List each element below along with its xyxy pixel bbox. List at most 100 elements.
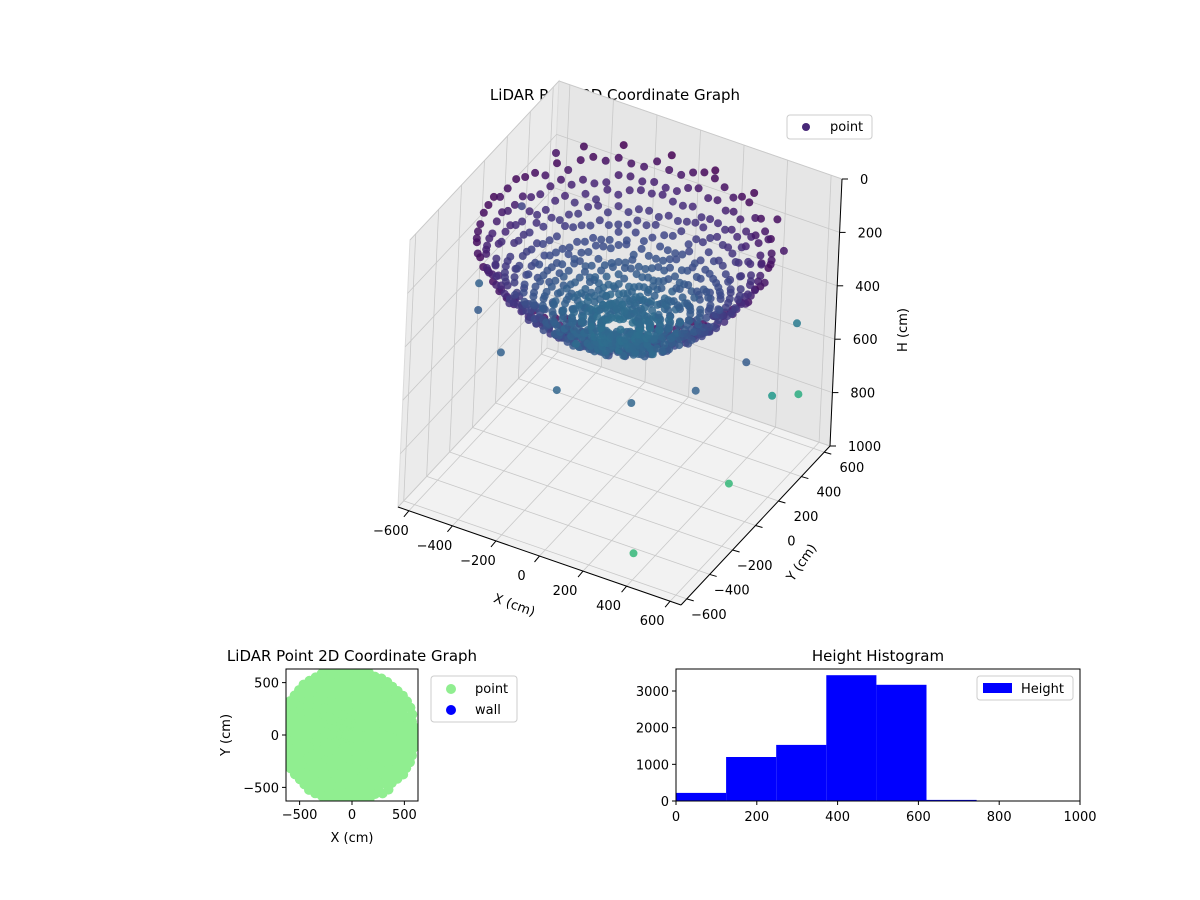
point-3d xyxy=(521,173,530,181)
point-3d xyxy=(654,310,663,319)
point-3d xyxy=(614,241,623,249)
point-3d xyxy=(614,258,623,266)
y-tick-3d xyxy=(824,451,832,455)
point-3d xyxy=(682,217,691,226)
point-3d xyxy=(489,192,498,201)
point-3d xyxy=(720,183,729,192)
point-3d xyxy=(639,295,648,304)
point-3d xyxy=(767,256,776,265)
point-3d xyxy=(705,323,714,331)
point-3d xyxy=(697,213,706,222)
point-3d xyxy=(673,301,682,310)
point-3d xyxy=(586,221,595,230)
point-3d xyxy=(704,194,713,203)
point-3d xyxy=(724,479,733,488)
point-2d xyxy=(403,736,414,747)
point-3d xyxy=(587,261,596,270)
grid-floor-x xyxy=(626,426,776,587)
point-3d xyxy=(750,189,759,197)
y-tick-label-hist: 3000 xyxy=(636,685,669,700)
y-tick-label-3d: −200 xyxy=(737,559,773,574)
point-3d xyxy=(706,234,715,242)
point-3d xyxy=(665,166,674,174)
x-tick-label-hist: 200 xyxy=(744,810,769,825)
point-3d xyxy=(624,208,633,217)
point-2d xyxy=(286,702,292,713)
y-tick-label-2d: 500 xyxy=(254,677,279,692)
point-3d xyxy=(653,157,662,166)
point-3d xyxy=(584,203,593,211)
point-3d xyxy=(525,207,534,216)
legend-2d-wall-label: wall xyxy=(475,703,501,718)
point-3d xyxy=(634,262,643,271)
point-3d xyxy=(727,225,736,234)
point-3d xyxy=(473,249,482,258)
point-3d xyxy=(491,260,500,269)
x-tick-3d xyxy=(577,570,584,578)
x-tick-label-3d: 400 xyxy=(596,599,621,614)
point-3d xyxy=(555,216,564,225)
point-3d xyxy=(591,241,600,250)
point-3d xyxy=(492,254,501,263)
y-tick-label-3d: −600 xyxy=(691,608,727,623)
grid-left-h xyxy=(402,240,553,401)
point-3d xyxy=(637,244,646,253)
point-3d xyxy=(542,287,551,296)
point-3d xyxy=(721,206,730,215)
point-3d xyxy=(690,293,699,302)
point-2d xyxy=(411,737,418,748)
x-tick-3d xyxy=(447,525,453,533)
point-3d xyxy=(538,301,547,310)
point-3d xyxy=(641,265,650,273)
point-3d xyxy=(529,299,538,308)
x-tick-label-2d: −500 xyxy=(282,808,318,823)
x-tick-label-hist: 600 xyxy=(906,810,931,825)
point-3d xyxy=(736,215,745,224)
point-3d xyxy=(685,316,694,325)
grid-floor-y xyxy=(472,427,756,526)
point-3d xyxy=(729,207,738,216)
point-3d xyxy=(729,193,738,202)
point-3d xyxy=(587,322,596,330)
x-tick-label-2d: 500 xyxy=(392,808,417,823)
chart-2d-ticks: −500−500 0 0 500 500 xyxy=(243,677,417,823)
point-3d xyxy=(594,254,603,263)
point-3d xyxy=(614,270,623,279)
x-tick-3d xyxy=(664,600,671,608)
point-3d xyxy=(600,261,609,270)
point-3d xyxy=(677,227,686,236)
point-3d xyxy=(724,243,733,252)
x-tick-label-hist: 400 xyxy=(825,810,850,825)
point-3d xyxy=(645,206,654,215)
grid-back-x xyxy=(557,84,571,352)
x-tick-label-3d: 0 xyxy=(517,569,525,584)
point-3d xyxy=(518,217,527,226)
point-3d xyxy=(515,261,524,270)
point-3d xyxy=(629,549,638,558)
point-3d xyxy=(545,236,554,245)
point-3d xyxy=(664,275,673,284)
point-3d xyxy=(525,228,534,237)
point-3d xyxy=(558,260,567,269)
point-3d xyxy=(476,220,485,229)
grid-left-y xyxy=(426,209,440,477)
point-3d xyxy=(742,358,751,367)
legend-histogram-label: Height xyxy=(1021,682,1064,697)
grid-left-y xyxy=(403,233,417,501)
point-3d xyxy=(532,218,541,227)
point-3d xyxy=(619,141,628,150)
grid-back-x xyxy=(818,175,832,443)
point-3d xyxy=(614,202,623,211)
point-3d xyxy=(733,232,742,241)
point-3d xyxy=(692,235,701,244)
point-3d xyxy=(511,221,520,229)
point-3d xyxy=(724,277,733,286)
point-3d xyxy=(546,182,555,191)
histogram-bar xyxy=(776,744,827,801)
point-3d xyxy=(671,272,679,281)
point-3d xyxy=(693,287,701,296)
point-3d xyxy=(567,180,576,189)
point-3d xyxy=(589,152,598,161)
point-3d xyxy=(558,244,567,253)
point-3d xyxy=(618,300,627,309)
